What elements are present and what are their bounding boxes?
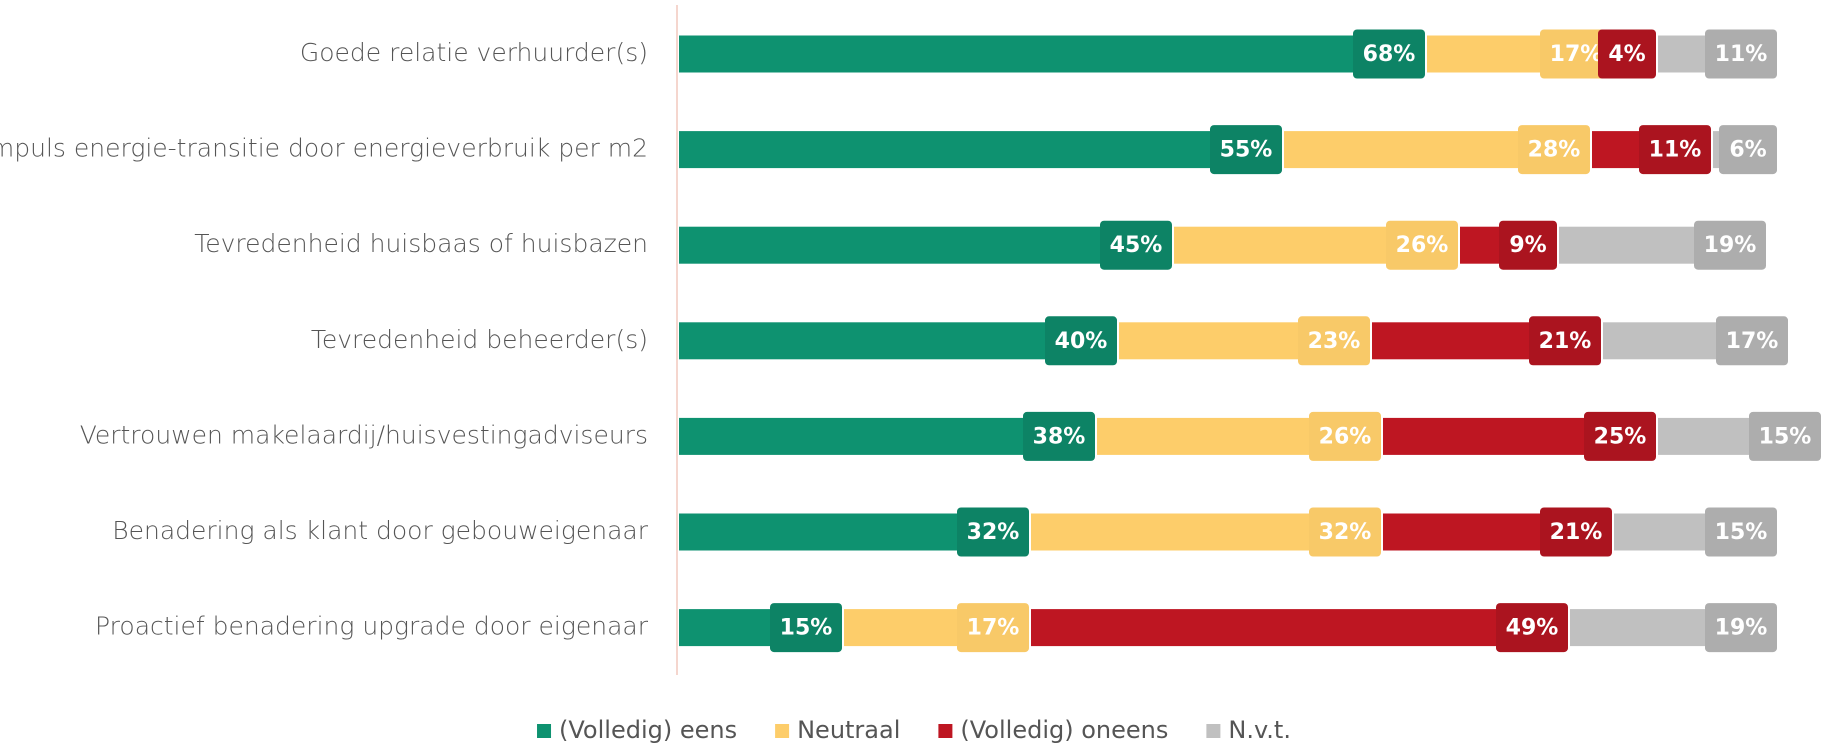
label-badge — [1749, 411, 1821, 461]
label-badge — [1529, 316, 1601, 366]
label-badge — [1705, 29, 1777, 79]
label-badge — [1694, 220, 1766, 270]
value-label: 19% — [1715, 616, 1768, 641]
label-badge — [1309, 411, 1381, 461]
label-badge — [1386, 220, 1458, 270]
value-label: 26% — [1396, 233, 1449, 258]
value-label: 38% — [1033, 424, 1086, 449]
legend-label: Neutraal — [797, 716, 900, 744]
value-label: 23% — [1308, 329, 1361, 354]
bar-segment — [679, 226, 1172, 264]
category-label: Tevredenheid huisbaas of huisbazen — [194, 229, 648, 258]
value-label: 49% — [1506, 616, 1559, 641]
label-badge — [957, 507, 1029, 557]
value-label: 21% — [1550, 520, 1603, 545]
label-badge — [1518, 125, 1590, 175]
legend-label: (Volledig) eens — [559, 716, 737, 744]
legend: (Volledig) eens Neutraal (Volledig) oneens… — [537, 716, 1291, 744]
value-label: 25% — [1594, 424, 1647, 449]
value-label: 15% — [1715, 520, 1768, 545]
bar-segment — [1031, 609, 1568, 647]
value-label: 68% — [1363, 42, 1416, 67]
bar-segment — [679, 131, 1282, 169]
value-label: 32% — [1319, 520, 1372, 545]
label-badge — [1353, 29, 1425, 79]
label-badge — [1023, 411, 1095, 461]
bar-segment — [679, 35, 1425, 73]
label-badge — [1719, 125, 1777, 175]
label-badge — [1584, 411, 1656, 461]
label-badge — [1540, 507, 1612, 557]
value-label: 6% — [1729, 138, 1766, 163]
label-badge — [1298, 316, 1370, 366]
legend-swatch — [537, 724, 552, 738]
category-label: Tevredenheid beheerder(s) — [311, 325, 648, 354]
legend-swatch — [775, 724, 790, 738]
legend-label: N.v.t. — [1228, 716, 1291, 744]
value-label: 15% — [1759, 424, 1812, 449]
label-badge — [1309, 507, 1381, 557]
label-badge — [1705, 603, 1777, 653]
value-label: 28% — [1528, 138, 1581, 163]
value-label: 4% — [1608, 42, 1645, 67]
label-badge — [1496, 603, 1568, 653]
value-label: 40% — [1055, 329, 1108, 354]
label-badge — [770, 603, 842, 653]
label-badge — [1045, 316, 1117, 366]
legend-label: (Volledig) oneens — [960, 716, 1168, 744]
value-label: 11% — [1649, 138, 1702, 163]
label-badge — [1716, 316, 1788, 366]
legend-swatch — [1206, 724, 1221, 738]
value-label: 19% — [1704, 233, 1757, 258]
value-label: 26% — [1319, 424, 1372, 449]
value-label: 32% — [967, 520, 1020, 545]
legend-swatch — [938, 724, 953, 738]
value-label: 9% — [1509, 233, 1546, 258]
bar-segment — [679, 322, 1117, 360]
value-label: 55% — [1220, 138, 1273, 163]
label-badge — [1100, 220, 1172, 270]
category-label: Goede relatie verhuurder(s) — [300, 38, 648, 67]
value-label: 15% — [780, 616, 833, 641]
category-label: Proactief benadering upgrade door eigena… — [95, 612, 649, 641]
value-label: 21% — [1539, 329, 1592, 354]
value-label: 17% — [1726, 329, 1779, 354]
label-badge — [1705, 507, 1777, 557]
value-label: 17% — [967, 616, 1020, 641]
label-badge — [1210, 125, 1282, 175]
label-badge — [1639, 125, 1711, 175]
value-label: 45% — [1110, 233, 1163, 258]
label-badge — [1540, 29, 1612, 79]
value-label: 11% — [1715, 42, 1768, 67]
label-badge — [957, 603, 1029, 653]
label-badge — [1598, 29, 1656, 79]
value-label: 17% — [1550, 42, 1603, 67]
label-badge — [1499, 220, 1557, 270]
category-label: Vertrouwen makelaardij/huisvestingadvise… — [80, 420, 648, 449]
category-label: Impuls energie-transitie door energiever… — [0, 134, 648, 163]
category-label: Benadering als klant door gebouweigenaar — [112, 516, 648, 545]
